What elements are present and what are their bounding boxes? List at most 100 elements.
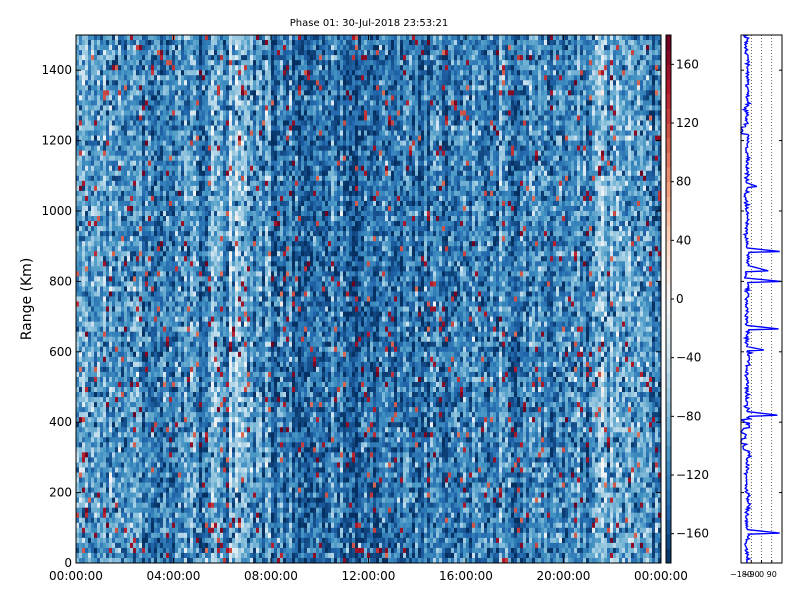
heatmap-cell xyxy=(79,241,82,246)
heatmap-cell xyxy=(148,488,151,493)
heatmap-cell xyxy=(178,382,181,387)
heatmap-cell xyxy=(100,533,103,538)
heatmap-cell xyxy=(85,508,88,513)
heatmap-cell xyxy=(85,407,88,412)
heatmap-cell xyxy=(151,462,154,467)
heatmap-cell xyxy=(97,161,100,166)
heatmap-cell xyxy=(115,176,118,181)
heatmap-cell xyxy=(211,412,214,417)
heatmap-cell xyxy=(112,397,115,402)
heatmap-cell xyxy=(91,256,94,261)
heatmap-cell xyxy=(124,493,127,498)
heatmap-cell xyxy=(124,332,127,337)
heatmap-cell xyxy=(109,342,112,347)
heatmap-cell xyxy=(205,372,208,377)
heatmap-cell xyxy=(193,120,196,125)
heatmap-cell xyxy=(160,332,163,337)
heatmap-cell xyxy=(76,231,79,236)
heatmap-cell xyxy=(124,518,127,523)
heatmap-cell xyxy=(103,261,106,266)
heatmap-cell xyxy=(205,392,208,397)
heatmap-cell xyxy=(196,161,199,166)
heatmap-cell xyxy=(100,115,103,120)
heatmap-cell xyxy=(157,372,160,377)
heatmap-cell xyxy=(169,538,172,543)
heatmap-cell xyxy=(190,176,193,181)
heatmap-cell xyxy=(217,342,220,347)
heatmap-cell xyxy=(175,276,178,281)
heatmap-cell xyxy=(187,75,190,80)
heatmap-cell xyxy=(166,35,169,40)
heatmap-cell xyxy=(175,462,178,467)
heatmap-cell xyxy=(148,256,151,261)
heatmap-cell xyxy=(187,392,190,397)
heatmap-cell xyxy=(154,95,157,100)
heatmap-cell xyxy=(172,372,175,377)
heatmap-cell xyxy=(148,216,151,221)
heatmap-cell xyxy=(133,296,136,301)
heatmap-cell xyxy=(190,462,193,467)
heatmap-cell xyxy=(127,322,130,327)
heatmap-cell xyxy=(190,65,193,70)
heatmap-cell xyxy=(106,553,109,558)
heatmap-cell xyxy=(199,397,202,402)
heatmap-cell xyxy=(103,437,106,442)
heatmap-cell xyxy=(142,206,145,211)
heatmap-cell xyxy=(85,216,88,221)
heatmap-cell xyxy=(208,377,211,382)
heatmap-cell xyxy=(118,226,121,231)
heatmap-cell xyxy=(127,131,130,136)
heatmap-cell xyxy=(175,90,178,95)
heatmap-cell xyxy=(103,85,106,90)
heatmap-cell xyxy=(136,161,139,166)
heatmap-cell xyxy=(88,231,91,236)
heatmap-cell xyxy=(157,261,160,266)
heatmap-cell xyxy=(160,186,163,191)
heatmap-cell xyxy=(106,241,109,246)
heatmap-cell xyxy=(127,211,130,216)
heatmap-cell xyxy=(154,166,157,171)
heatmap-cell xyxy=(163,387,166,392)
heatmap-cell xyxy=(163,75,166,80)
heatmap-cell xyxy=(118,236,121,241)
heatmap-cell xyxy=(79,246,82,251)
heatmap-cell xyxy=(148,151,151,156)
heatmap-cell xyxy=(145,367,148,372)
heatmap-cell xyxy=(202,442,205,447)
heatmap-cell xyxy=(130,131,133,136)
heatmap-cell xyxy=(178,95,181,100)
heatmap-cell xyxy=(88,553,91,558)
heatmap-cell xyxy=(130,483,133,488)
heatmap-cell xyxy=(148,281,151,286)
heatmap-cell xyxy=(193,261,196,266)
heatmap-cell xyxy=(178,493,181,498)
heatmap-cell xyxy=(79,447,82,452)
heatmap-cell xyxy=(202,151,205,156)
heatmap-cell xyxy=(178,402,181,407)
heatmap-cell xyxy=(151,191,154,196)
heatmap-cell xyxy=(130,50,133,55)
heatmap-cell xyxy=(145,402,148,407)
heatmap-cell xyxy=(136,55,139,60)
heatmap-cell xyxy=(94,201,97,206)
heatmap-cell xyxy=(115,548,118,553)
heatmap-cell xyxy=(202,246,205,251)
heatmap-cell xyxy=(76,291,79,296)
heatmap-cell xyxy=(196,241,199,246)
heatmap-cell xyxy=(121,60,124,65)
heatmap-cell xyxy=(205,457,208,462)
heatmap-cell xyxy=(166,553,169,558)
heatmap-cell xyxy=(133,342,136,347)
heatmap-cell xyxy=(139,291,142,296)
heatmap-cell xyxy=(100,442,103,447)
heatmap-cell xyxy=(82,55,85,60)
heatmap-cell xyxy=(202,307,205,312)
heatmap-cell xyxy=(100,85,103,90)
heatmap-cell xyxy=(100,176,103,181)
heatmap-cell xyxy=(166,226,169,231)
heatmap-cell xyxy=(121,196,124,201)
heatmap-cell xyxy=(181,281,184,286)
heatmap-cell xyxy=(151,518,154,523)
heatmap-cell xyxy=(190,50,193,55)
heatmap-cell xyxy=(187,357,190,362)
